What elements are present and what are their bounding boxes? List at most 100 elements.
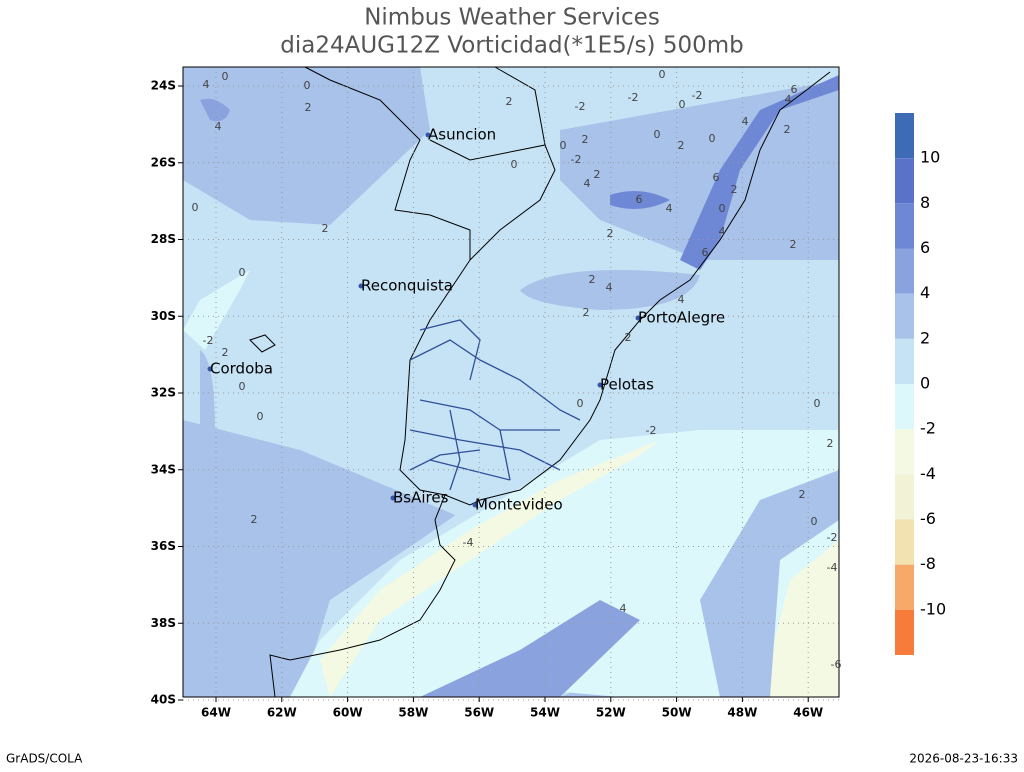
- colorbar-label: -6: [920, 509, 936, 528]
- lat-label: 32S: [151, 386, 176, 400]
- footer-left: GrADS/COLA: [6, 752, 83, 766]
- contour-label: -2: [628, 91, 639, 104]
- lon-label: 48W: [727, 706, 757, 720]
- contour-label: 0: [192, 201, 199, 214]
- contour-label: 2: [506, 95, 513, 108]
- contour-label: -2: [827, 531, 838, 544]
- contour-label: 2: [582, 133, 589, 146]
- contour-label: 4: [666, 202, 673, 215]
- contour-label: 2: [731, 183, 738, 196]
- lon-label: 56W: [464, 706, 494, 720]
- contour-label: 4: [203, 78, 210, 91]
- lat-label: 38S: [151, 616, 176, 630]
- city-label: BsAires: [393, 489, 449, 507]
- colorbar-label: -4: [920, 464, 936, 483]
- city-dot: [358, 283, 364, 289]
- contour-label: 0: [577, 397, 584, 410]
- colorbar-box: [895, 338, 914, 384]
- colorbar-label: 4: [920, 283, 930, 302]
- contour-label: 0: [814, 397, 821, 410]
- contour-label: 2: [589, 273, 596, 286]
- colorbar-label: 6: [920, 238, 930, 257]
- contour-label: 4: [215, 120, 222, 133]
- city-dot: [597, 382, 603, 388]
- lat-label: 40S: [151, 693, 176, 707]
- lat-label: 24S: [151, 79, 176, 93]
- contour-label: 4: [606, 281, 613, 294]
- field: [183, 67, 839, 697]
- contour-label: 0: [222, 70, 229, 83]
- colorbar-box: [895, 384, 914, 430]
- contour-label: -4: [463, 536, 474, 549]
- coastline: [249, 66, 831, 698]
- contour-label: 0: [511, 158, 518, 171]
- contour-label: 4: [620, 602, 627, 615]
- lat-label: 28S: [151, 232, 176, 246]
- subtitle: dia24AUG12Z Vorticidad(*1E5/s) 500mb: [280, 33, 743, 59]
- contour-label: 4: [678, 293, 685, 306]
- city-dot: [635, 315, 641, 321]
- footer-right: 2026-08-23-16:33: [909, 752, 1018, 766]
- plot-frame: [182, 66, 840, 698]
- contour-label: -6: [831, 658, 842, 671]
- contour-label: 2: [594, 168, 601, 181]
- contour-label: 2: [625, 331, 632, 344]
- contour-label: 2: [583, 306, 590, 319]
- contour-label: 2: [799, 488, 806, 501]
- colorbar-box: [895, 158, 914, 204]
- contour-label: 6: [791, 83, 798, 96]
- contour-label: -2: [646, 424, 657, 437]
- contour-label: 2: [784, 123, 791, 136]
- contour-label: 4: [742, 115, 749, 128]
- contour-label: -2: [692, 89, 703, 102]
- city-label: Montevideo: [475, 496, 563, 514]
- colorbar-label: 2: [920, 328, 930, 347]
- contour-label: 2: [827, 437, 834, 450]
- colorbar-box: [895, 519, 914, 565]
- contour-label: 0: [709, 132, 716, 145]
- colorbar-label: 10: [920, 148, 940, 167]
- colorbar-label: -2: [920, 419, 936, 438]
- city-dot: [472, 502, 478, 508]
- contour-label: 2: [607, 227, 614, 240]
- colorbar-box: [895, 609, 914, 655]
- contour-label: 4: [785, 93, 792, 106]
- contour-label: 2: [678, 139, 685, 152]
- lat-label: 30S: [151, 309, 176, 323]
- lon-label: 62W: [267, 706, 297, 720]
- contour-label: 2: [305, 101, 312, 114]
- lon-label: 64W: [201, 706, 231, 720]
- borders: [409, 319, 581, 491]
- contour-label: 0: [560, 139, 567, 152]
- city-label: Pelotas: [600, 376, 654, 394]
- contour-label: 0: [679, 98, 686, 111]
- contour-label: 0: [257, 410, 264, 423]
- contour-label: 2: [222, 346, 229, 359]
- contour-label: 0: [304, 79, 311, 92]
- contour-label: 4: [719, 225, 726, 238]
- contour-label: -4: [827, 561, 838, 574]
- contour-label: 2: [322, 222, 329, 235]
- lat-label: 26S: [151, 155, 176, 169]
- contour-label: 0: [654, 128, 661, 141]
- contour-label: 0: [659, 68, 666, 81]
- colorbar-box: [895, 113, 914, 159]
- contour-label: 6: [636, 193, 643, 206]
- colorbar-box: [895, 203, 914, 249]
- colorbar-label: -10: [920, 599, 946, 618]
- colorbar-box: [895, 564, 914, 610]
- lon-label: 50W: [662, 706, 692, 720]
- colorbar-box: [895, 293, 914, 339]
- city-label: Asuncion: [428, 126, 496, 144]
- lon-label: 60W: [333, 706, 363, 720]
- contour-label: 0: [811, 515, 818, 528]
- contour-label: 4: [584, 177, 591, 190]
- grid: [183, 67, 839, 701]
- lat-label: 34S: [151, 462, 176, 476]
- contour-label: -2: [571, 153, 582, 166]
- city-label: Cordoba: [210, 360, 273, 378]
- colorbar-box: [895, 429, 914, 475]
- contour-label: 6: [713, 171, 720, 184]
- colorbar-label: 8: [920, 193, 930, 212]
